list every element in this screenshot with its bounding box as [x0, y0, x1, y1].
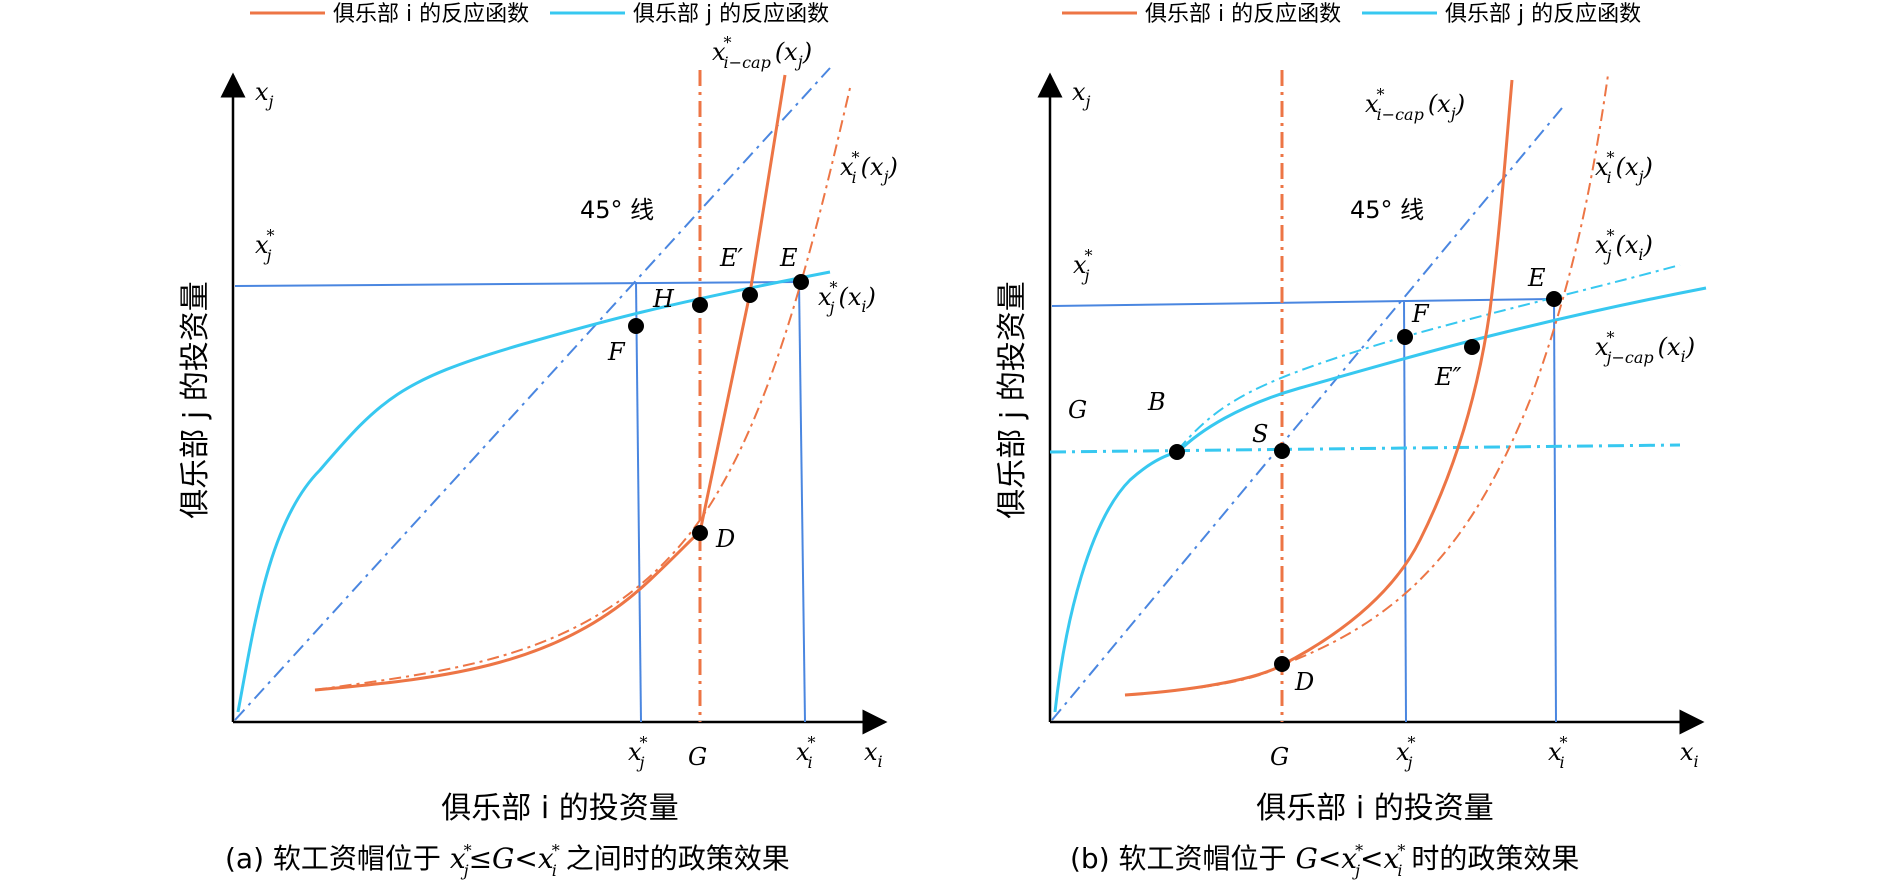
tick-xj-star: x* j: [628, 733, 648, 772]
point-E-double-prime: [1464, 339, 1480, 355]
point-H: [692, 297, 708, 313]
point-B: [1169, 444, 1185, 460]
legend-left: 俱乐部 i 的反应函数 俱乐部 j 的反应函数: [250, 2, 829, 27]
guide-vertical-xj: [635, 281, 642, 723]
label-curve-i: x* i (xj): [1595, 148, 1653, 187]
legend-i-label: 俱乐部 i 的反应函数: [333, 2, 529, 27]
point-E: [793, 274, 809, 290]
label-D: D: [1294, 668, 1314, 696]
point-F: [1397, 329, 1413, 345]
tick-G: G: [688, 743, 707, 771]
curve-club-i-original: [1124, 74, 1609, 696]
tick-xj-star: x* j: [1396, 733, 1416, 772]
cap-line-G-horizontal: [1049, 443, 1681, 454]
label-curve-icap: x* i−cap (xj): [712, 33, 812, 72]
x-axis-title: 俱乐部 i 的投资量: [1256, 791, 1493, 826]
curve-club-i-cap: [314, 74, 787, 692]
guide-vertical-xi: [798, 281, 806, 723]
caption-b: (b) 软工资帽位于 G<x* j<x* i 时的政策效果: [1070, 841, 1579, 880]
panel-a: xj xi 俱乐部 i 的投资量 俱乐部 j 的投资量 45° 线 x* j E …: [178, 33, 898, 880]
point-D: [692, 525, 708, 541]
label-E-double-prime: E″: [1434, 363, 1462, 391]
line-45-degree: [234, 67, 831, 721]
legend-j-label: 俱乐部 j 的反应函数: [633, 2, 829, 27]
label-curve-icap: x* i−cap (xj): [1365, 85, 1465, 124]
label-D: D: [715, 525, 735, 553]
y-axis-symbol: xj: [255, 78, 274, 111]
label-E: E: [1527, 264, 1546, 292]
point-D: [1274, 656, 1290, 672]
curve-club-i-original: [314, 87, 851, 691]
line-45-label: 45° 线: [580, 196, 654, 224]
xj-star-label: x* j: [1073, 246, 1093, 285]
label-H: H: [652, 285, 675, 313]
caption-a: (a) 软工资帽位于 x* j≤G<x* i 之间时的政策效果: [225, 841, 790, 880]
panel-b: xj xi 俱乐部 i 的投资量 俱乐部 j 的投资量 45° 线 x* j G: [995, 70, 1707, 880]
y-axis-title: 俱乐部 j 的投资量: [995, 281, 1030, 518]
curve-club-j: [236, 270, 831, 713]
guide-vertical-xi: [1553, 298, 1557, 723]
G-label: G: [1068, 396, 1087, 424]
x-axis-title: 俱乐部 i 的投资量: [441, 791, 678, 826]
y-axis-title: 俱乐部 j 的投资量: [178, 281, 213, 518]
point-E: [1546, 291, 1562, 307]
label-F: F: [1411, 300, 1430, 328]
label-B: B: [1147, 388, 1166, 416]
x-axis-symbol: xi: [864, 738, 883, 771]
guide-xj-star: [1051, 298, 1554, 307]
point-E-prime: [742, 287, 758, 303]
legend-j-label: 俱乐部 j 的反应函数: [1445, 2, 1641, 27]
guide-xj-star: [234, 281, 799, 287]
line-45-label: 45° 线: [1350, 196, 1424, 224]
label-E: E: [779, 244, 798, 272]
label-curve-j: x* j (xi): [818, 278, 876, 317]
tick-xi-star: x* i: [1548, 733, 1568, 772]
legend-i-label: 俱乐部 i 的反应函数: [1145, 2, 1341, 27]
tick-G: G: [1270, 743, 1289, 771]
point-F: [628, 318, 644, 334]
label-curve-j: x* j (xi): [1595, 226, 1653, 265]
xj-star-label: x* j: [255, 226, 275, 265]
label-curve-jcap: x* j−cap (xi): [1595, 328, 1695, 367]
y-axis-symbol: xj: [1072, 78, 1091, 111]
line-45-degree: [1051, 107, 1563, 721]
curve-club-i-cap: [1124, 79, 1514, 697]
label-E-prime: E′: [719, 244, 744, 272]
tick-xi-star: x* i: [796, 733, 816, 772]
label-S: S: [1252, 420, 1268, 448]
label-F: F: [607, 338, 626, 366]
x-axis-symbol: xi: [1680, 738, 1699, 771]
label-curve-i: x* i (xj): [840, 148, 898, 187]
point-S: [1274, 443, 1290, 459]
guide-vertical-xj: [1403, 299, 1407, 723]
legend-right: 俱乐部 i 的反应函数 俱乐部 j 的反应函数: [1062, 2, 1641, 27]
